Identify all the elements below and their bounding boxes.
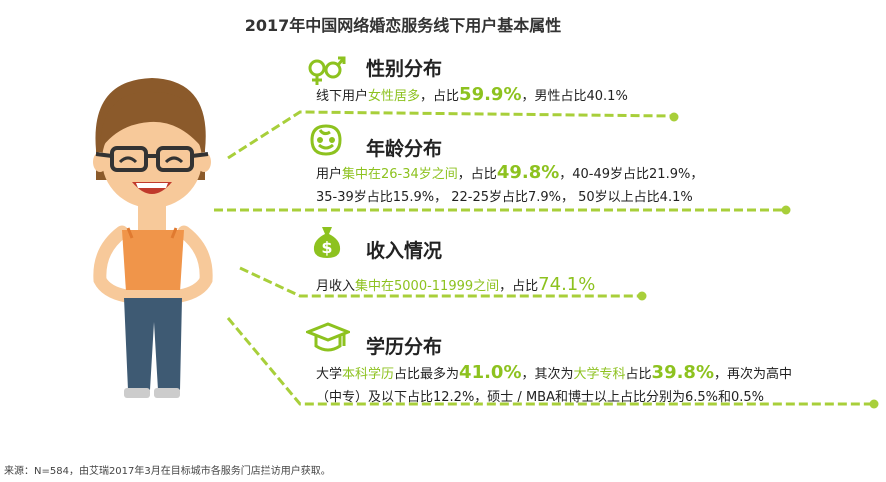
source-footnote: 来源：N=584，由艾瑞2017年3月在目标城市各服务门店拦访用户获取。 [4, 466, 331, 477]
woman-figure-icon [93, 78, 213, 398]
section-title-gender: 性别分布 [366, 58, 443, 80]
income-line: 月收入集中在5000-11999之间，占比74.1% [316, 274, 596, 295]
section-title-education: 学历分布 [366, 336, 443, 358]
education-line-2: （中专）及以下占比12.2%，硕士 / MBA和博士以上占比分别为6.5%和0.… [316, 390, 765, 405]
gender-line: 线下用户女性居多，占比59.9%，男性占比40.1% [316, 84, 628, 105]
connector-dot-age [781, 205, 791, 215]
connector-line-income [239, 266, 640, 298]
smiley-face-icon [310, 124, 342, 156]
age-line-2: 35-39岁占比15.9%， 22-25岁占比7.9%， 50岁以上占比4.1% [316, 190, 693, 205]
connector-dot-education [869, 399, 879, 409]
money-bag-icon: $ [313, 227, 341, 258]
connector-dot-gender [669, 112, 679, 122]
age-line-1: 用户集中在26-34岁之间，占比49.8%，40-49岁占比21.9%， [316, 162, 704, 183]
connector-line-education [226, 317, 872, 406]
section-title-income: 收入情况 [366, 240, 443, 262]
connector-dot-income [637, 291, 647, 301]
svg-text:$: $ [321, 238, 332, 257]
section-title-age: 年龄分布 [366, 138, 443, 160]
graduation-cap-icon [306, 322, 350, 352]
education-line-1: 大学本科学历占比最多为41.0%，其次为大学专科占比39.8%，再次为高中 [316, 362, 793, 383]
connector-line-gender [227, 110, 673, 160]
page-title: 2017年中国网络婚恋服务线下用户基本属性 [244, 16, 562, 35]
gender-icon [308, 56, 346, 85]
